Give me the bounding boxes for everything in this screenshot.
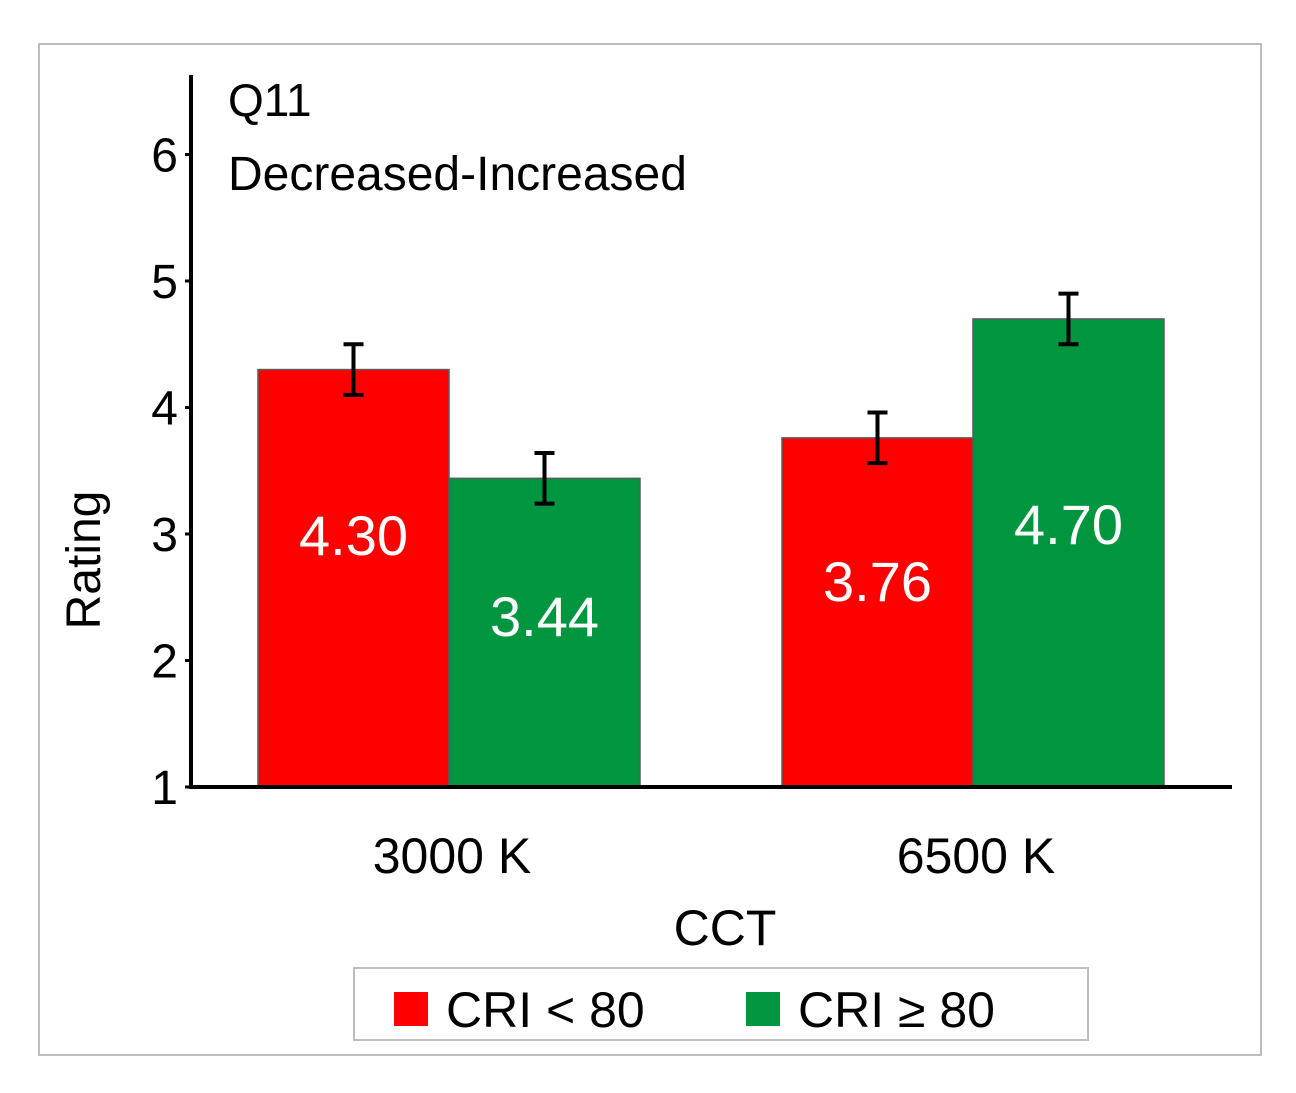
- y-tick-label: 5: [151, 256, 178, 309]
- y-axis-label: Rating: [58, 491, 111, 630]
- y-tick-label: 3: [151, 509, 178, 562]
- bar-6500k-series-1: [972, 318, 1165, 788]
- legend-label-cri-80-or-above: CRI ≥ 80: [798, 982, 995, 1038]
- bar-3000k-series-0: [257, 368, 450, 788]
- legend-swatch-cri-below-80: [394, 992, 428, 1026]
- error-bar: [343, 342, 364, 397]
- chart-title: Q11: [228, 74, 312, 126]
- bar-3000k-series-1: [448, 477, 641, 788]
- y-tick-label: 1: [151, 762, 178, 815]
- legend-swatch-cri-80-or-above: [746, 992, 780, 1026]
- error-bar: [867, 410, 888, 466]
- x-tick-label: 6500 K: [897, 828, 1055, 884]
- legend-label-cri-below-80: CRI < 80: [446, 982, 645, 1038]
- data-label: 4.70: [1014, 493, 1123, 556]
- y-tick-label: 4: [151, 383, 178, 436]
- y-tick-label: 2: [151, 636, 178, 689]
- x-axis-label: CCT: [674, 900, 777, 956]
- data-label: 3.76: [823, 550, 932, 613]
- data-label: 4.30: [299, 504, 408, 567]
- y-tick-label: 6: [151, 130, 178, 183]
- error-bar: [1058, 291, 1079, 347]
- legend: CRI < 80 CRI ≥ 80: [353, 967, 1089, 1041]
- legend-box: [353, 967, 1089, 1041]
- data-label: 3.44: [490, 585, 599, 648]
- chart-subtitle: Decreased-Increased: [228, 148, 687, 201]
- error-bar: [534, 451, 555, 506]
- x-tick-label: 3000 K: [373, 828, 531, 884]
